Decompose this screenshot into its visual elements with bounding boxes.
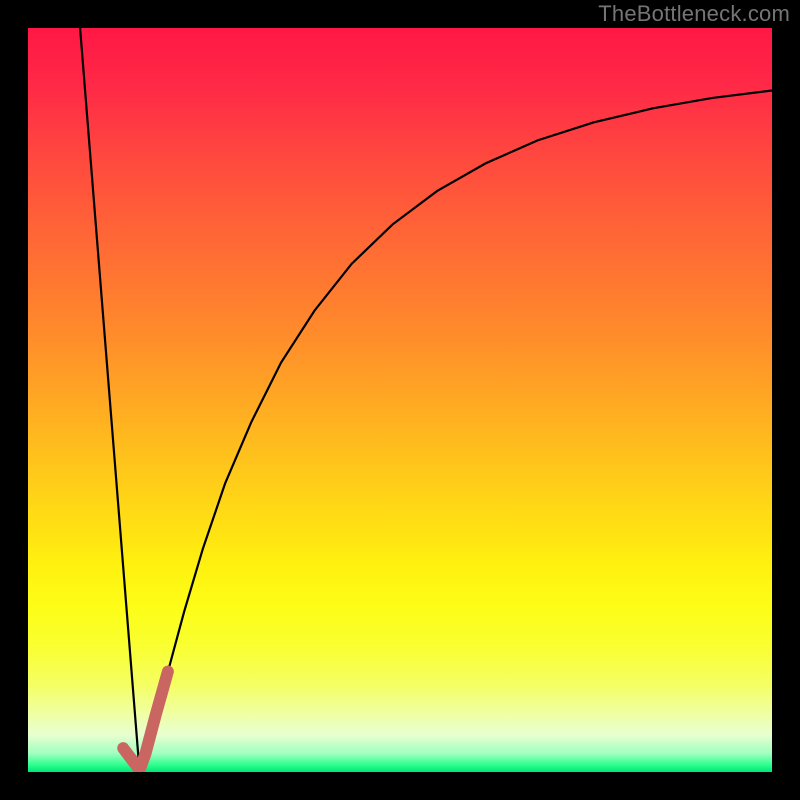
watermark-text: TheBottleneck.com xyxy=(598,1,790,27)
gradient-background xyxy=(28,28,772,772)
chart-container: TheBottleneck.com xyxy=(0,0,800,800)
bottleneck-chart xyxy=(0,0,800,800)
